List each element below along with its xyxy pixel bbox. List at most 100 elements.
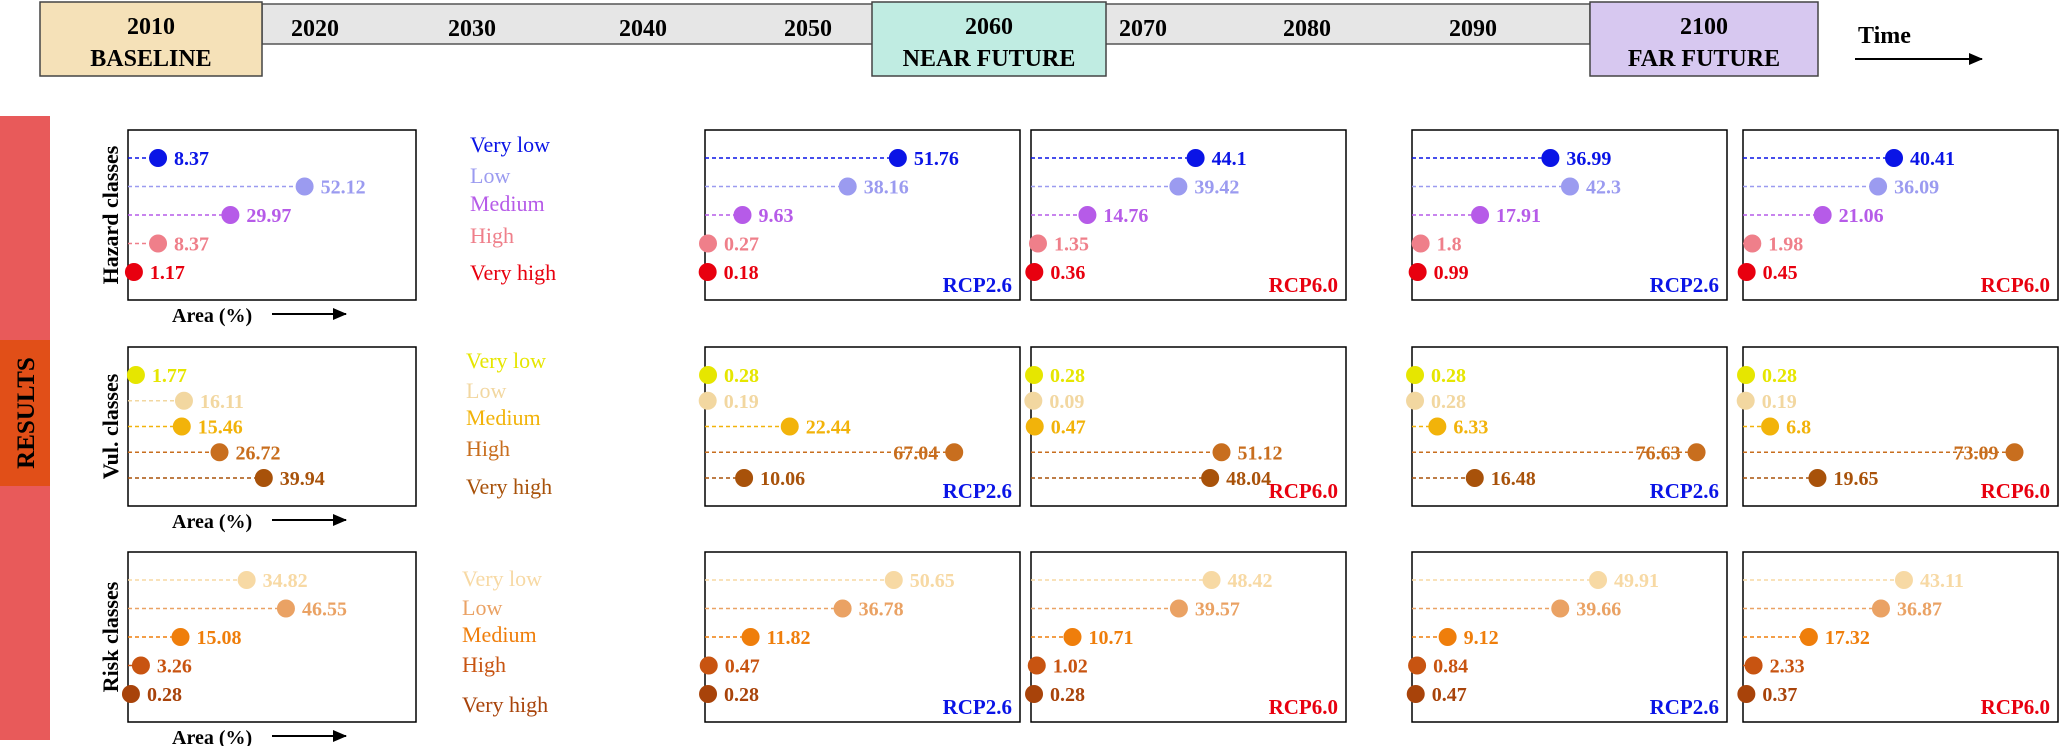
- vulnerability-panel-2-value-4: 16.48: [1491, 468, 1536, 490]
- risk-panel-3-point-0: [1894, 571, 1913, 589]
- hazard-baseline-point-3: [149, 234, 168, 253]
- vulnerability-baseline-point-2: [172, 417, 191, 436]
- results-label: RESULTS: [13, 357, 40, 469]
- timeline-years: 2020 2030 2040 2050 2070 2080 2090: [291, 16, 1497, 42]
- near-future-label: NEAR FUTURE: [903, 46, 1076, 72]
- vulnerability-panel-1-scenario: RCP6.0: [1269, 479, 1338, 503]
- risk-panel-3-point-1: [1871, 599, 1890, 618]
- near-future-box: [871, 1, 1107, 77]
- risk-panel-2-point-0: [1589, 571, 1608, 589]
- chart-panels: 8.37 52.12 29.97 8.37 1.17 Hazard classes Area…: [98, 129, 2059, 746]
- timeline-year-2070: 2070: [1119, 16, 1167, 42]
- vulnerability-panel-1-value-4: 48.04: [1226, 468, 1271, 490]
- hazard-panel-2-value-2: 17.91: [1496, 205, 1541, 227]
- hazard-panel-1-value-3: 1.35: [1054, 234, 1089, 256]
- results-sidebar: RESULTS: [0, 116, 50, 740]
- timeline-year-2090: 2090: [1449, 16, 1497, 42]
- risk-baseline-value-3: 3.26: [157, 656, 192, 678]
- hazard-class-label-0: Very low: [470, 132, 550, 157]
- risk-panel-0-point-1: [833, 599, 852, 618]
- hazard-panel-0-point-4: [698, 263, 717, 281]
- hazard-panel-0-value-1: 38.16: [864, 177, 909, 199]
- risk-class-label-0: Very low: [462, 566, 542, 591]
- hazard-panel-3-value-1: 36.09: [1894, 177, 1939, 199]
- hazard-baseline-point-0: [149, 149, 168, 167]
- vulnerability-panel-0-value-1: 0.19: [724, 391, 759, 413]
- risk-panel-0-value-1: 36.78: [859, 599, 904, 621]
- risk-panel-1-point-3: [1027, 656, 1046, 675]
- hazard-panel-2-value-1: 42.3: [1586, 177, 1621, 199]
- hazard-panel-1-value-1: 39.42: [1194, 177, 1239, 199]
- hazard-panel-2-value-0: 36.99: [1566, 148, 1611, 170]
- hazard-panel-3-value-4: 0.45: [1763, 262, 1798, 284]
- risk-baseline-value-2: 15.08: [197, 627, 242, 649]
- vulnerability-panel-1-point-4: [1201, 469, 1220, 487]
- risk-panel-1-scenario: RCP6.0: [1269, 695, 1338, 719]
- hazard-panel-1-point-3: [1028, 234, 1047, 253]
- vulnerability-panel-0-point-2: [780, 417, 799, 436]
- hazard-class-label-2: Medium: [470, 191, 545, 216]
- hazard-baseline-point-1: [295, 177, 314, 196]
- timeline-year-2030: 2030: [448, 16, 496, 42]
- vulnerability-class-label-2: Medium: [466, 405, 541, 430]
- vulnerability-panel-3-value-3: 73.09: [1954, 442, 1999, 464]
- risk-baseline-value-4: 0.28: [147, 684, 182, 706]
- risk-panel-0-scenario: RCP2.6: [943, 695, 1012, 719]
- vulnerability-panel-2-value-0: 0.28: [1431, 365, 1466, 387]
- risk-row: 34.82 46.55 15.083.26 0.28 Risk classes Area …: [98, 551, 2059, 746]
- risk-panel-1-point-4: [1025, 685, 1044, 703]
- vulnerability-panel-0-point-4: [735, 469, 754, 487]
- hazard-panel-0-point-0: [888, 149, 907, 167]
- vulnerability-panel-3-point-2: [1761, 417, 1780, 436]
- hazard-panel-0-value-2: 9.63: [759, 205, 794, 227]
- hazard-row: 8.37 52.12 29.97 8.37 1.17 Hazard classes Area…: [98, 129, 2059, 327]
- vulnerability-axis-label: Vul. classes: [98, 373, 123, 479]
- hazard-class-label-1: Low: [470, 163, 510, 188]
- timeline: 2020 2030 2040 2050 2070 2080 2090 2010 BASELI…: [39, 1, 1983, 77]
- hazard-panel-1-value-2: 14.76: [1103, 205, 1148, 227]
- hazard-baseline-value-0: 8.37: [174, 148, 209, 170]
- vulnerability-baseline-point-1: [174, 391, 193, 410]
- hazard-panel-0-point-1: [838, 177, 857, 196]
- hazard-baseline-value-3: 8.37: [174, 234, 209, 256]
- risk-panel-1-point-0: [1202, 571, 1221, 589]
- timeline-year-2020: 2020: [291, 16, 339, 42]
- vulnerability-panel-3-frame: [1742, 346, 2059, 507]
- risk-panel-2-scenario: RCP2.6: [1650, 695, 1719, 719]
- hazard-panel-2-point-2: [1471, 206, 1490, 224]
- vulnerability-panel-3-value-2: 6.8: [1786, 417, 1811, 439]
- hazard-panel-0-point-2: [733, 206, 752, 224]
- vulnerability-panel-0-value-2: 22.44: [806, 417, 851, 439]
- risk-baseline-point-3: [131, 656, 150, 675]
- hazard-panel-1-point-4: [1025, 263, 1044, 281]
- risk-panel-3-value-0: 43.11: [1920, 570, 1964, 592]
- vulnerability-panel-2-frame: [1411, 346, 1728, 507]
- vulnerability-panel-2-point-0: [1406, 366, 1425, 384]
- risk-panel-0-value-2: 11.82: [767, 627, 811, 649]
- vulnerability-panel-1-point-3: [1212, 443, 1231, 462]
- risk-axis-label: Risk classes: [98, 581, 123, 692]
- vulnerability-panel-0-value-0: 0.28: [724, 365, 759, 387]
- risk-panel-1-point-1: [1169, 599, 1188, 618]
- risk-panel-0-point-3: [699, 656, 718, 675]
- hazard-panel-1-value-4: 0.36: [1050, 262, 1085, 284]
- risk-panel-1-value-4: 0.28: [1050, 684, 1085, 706]
- risk-panel-3-value-1: 36.87: [1897, 599, 1942, 621]
- hazard-panel-2-scenario: RCP2.6: [1650, 273, 1719, 297]
- hazard-baseline-value-2: 29.97: [246, 205, 291, 227]
- vulnerability-panel-3-scenario: RCP6.0: [1981, 479, 2050, 503]
- hazard-baseline-value-4: 1.17: [150, 262, 185, 284]
- hazard-baseline-point-2: [221, 206, 240, 224]
- vulnerability-panel-3-point-0: [1737, 366, 1756, 384]
- hazard-panel-3-value-0: 40.41: [1910, 148, 1955, 170]
- risk-baseline-point-0: [237, 571, 256, 589]
- vulnerability-panel-1-point-1: [1024, 391, 1043, 410]
- risk-baseline-value-0: 34.82: [263, 570, 308, 592]
- risk-panel-2-point-1: [1551, 599, 1570, 618]
- vulnerability-area-label: Area (%): [172, 511, 252, 533]
- far-future-year: 2100: [1680, 14, 1728, 40]
- timeline-year-2040: 2040: [619, 16, 667, 42]
- baseline-label: BASELINE: [90, 46, 211, 72]
- risk-panel-3-point-4: [1737, 685, 1756, 703]
